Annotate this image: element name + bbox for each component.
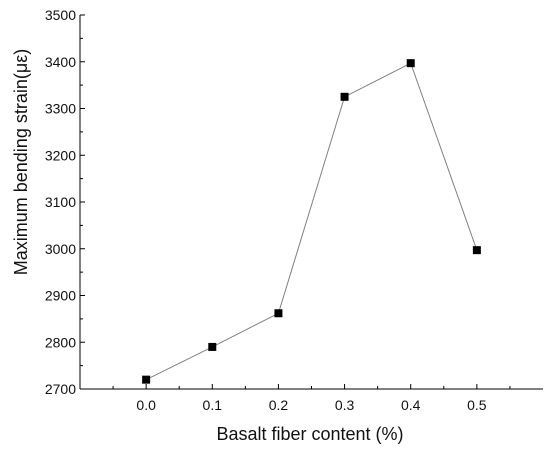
data-point xyxy=(274,309,283,318)
labels: 2700 2800 2900 3000 3100 3200 3300 3400 3500 0.0 0… xyxy=(45,7,487,413)
x-tick-label: 0.1 xyxy=(203,397,223,413)
data-point xyxy=(406,59,415,68)
y-tick-label: 3500 xyxy=(45,7,76,23)
data-point xyxy=(208,342,217,351)
y-tick-label: 3100 xyxy=(45,194,76,210)
y-tick-label: 3400 xyxy=(45,54,76,70)
x-tick-label: 0.5 xyxy=(467,397,487,413)
data-point xyxy=(472,246,481,255)
axes xyxy=(79,15,543,390)
series-layer xyxy=(142,59,481,384)
y-axis-title: Maximum bending strain(με) xyxy=(11,49,31,275)
series-line xyxy=(145,62,478,381)
x-tick-label: 0.4 xyxy=(401,397,421,413)
x-tick-label: 0.3 xyxy=(335,397,355,413)
x-tick-label: 0.0 xyxy=(136,397,156,413)
y-tick-label: 3000 xyxy=(45,241,76,257)
y-tick-label: 2800 xyxy=(45,334,76,350)
y-tick-label: 2900 xyxy=(45,288,76,304)
data-point xyxy=(340,92,349,101)
y-tick-label: 2700 xyxy=(45,381,76,397)
ticks xyxy=(79,14,511,390)
x-axis-title: Basalt fiber content (%) xyxy=(216,424,403,444)
data-point xyxy=(142,375,151,384)
x-tick-label: 0.2 xyxy=(269,397,289,413)
y-tick-label: 3300 xyxy=(45,101,76,117)
y-tick-label: 3200 xyxy=(45,147,76,163)
